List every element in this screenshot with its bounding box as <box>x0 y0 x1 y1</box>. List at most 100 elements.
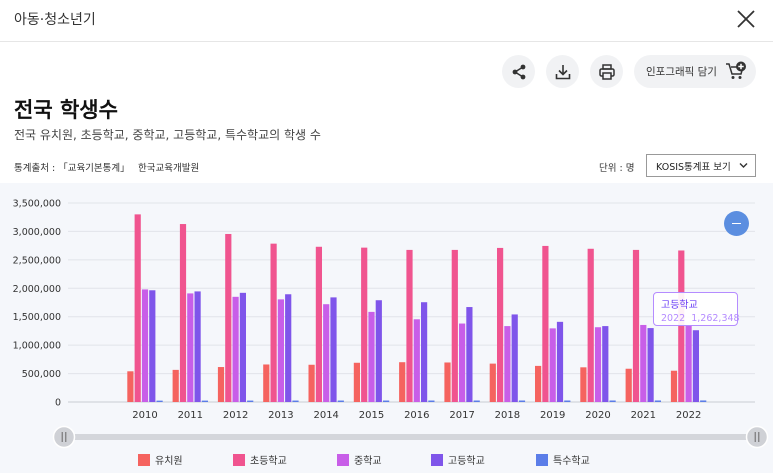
bar-중학교-2010 <box>141 289 149 402</box>
share-button[interactable] <box>502 55 535 88</box>
bar-초등학교-2020 <box>587 248 594 402</box>
bar-고등학교-2018 <box>511 314 518 402</box>
x-tick-label: 2010 <box>132 410 157 421</box>
x-tick-label: 2012 <box>223 410 248 421</box>
page-subtitle: 전국 유치원, 초등학교, 중학교, 고등학교, 특수학교의 학생 수 <box>14 128 321 142</box>
tooltip-value: 1,262,348 <box>691 313 740 324</box>
legend-label: 중학교 <box>354 456 382 467</box>
bar-유치원-2012 <box>217 367 225 402</box>
bar-중학교-2014 <box>323 304 330 402</box>
legend-label: 특수학교 <box>553 456 590 467</box>
zoom-out-button[interactable] <box>724 211 749 236</box>
bar-유치원-2018 <box>489 363 496 402</box>
bar-chart: 3,500,000 3,000,000 2,500,000 2,000,000 1,50… <box>13 199 769 449</box>
bar-고등학교-2014 <box>330 297 337 402</box>
bar-중학교-2019 <box>549 328 556 402</box>
download-button[interactable] <box>546 55 579 88</box>
bar-중학교-2021 <box>640 324 647 402</box>
legend-item-특수학교[interactable]: 특수학교 <box>536 452 590 467</box>
bar-고등학교-2015 <box>375 300 382 402</box>
bar-특수학교-2018 <box>518 400 526 402</box>
bar-초등학교-2019 <box>542 245 549 402</box>
legend-item-유치원[interactable]: 유치원 <box>138 452 183 467</box>
x-tick-label: 2011 <box>178 410 203 421</box>
bar-중학교-2018 <box>504 326 511 402</box>
bar-유치원-2015 <box>353 362 360 402</box>
tooltip-row: 2022 1,262,348 <box>661 313 740 324</box>
legend-item-고등학교[interactable]: 고등학교 <box>431 452 485 467</box>
bar-특수학교-2021 <box>654 400 661 402</box>
chevron-down-icon <box>739 163 748 168</box>
bar-유치원-2011 <box>172 369 179 402</box>
chart-area: 3,500,000 3,000,000 2,500,000 2,000,000 1,50… <box>0 183 773 473</box>
source-label: 통계출처 : 「교육기본통계」 <box>14 163 130 174</box>
bar-특수학교-2014 <box>337 400 344 402</box>
bar-중학교-2013 <box>277 299 284 402</box>
x-tick-label: 2020 <box>585 410 610 421</box>
x-tick-label: 2018 <box>495 410 520 421</box>
bar-특수학교-2011 <box>201 400 208 402</box>
bar-중학교-2020 <box>594 327 602 402</box>
x-tick-label: 2019 <box>540 410 565 421</box>
bar-중학교-2015 <box>368 311 375 402</box>
print-icon <box>598 63 615 80</box>
x-tick-label: 2022 <box>676 410 701 421</box>
section-title: 아동·청소년기 <box>14 12 96 28</box>
minus-icon <box>732 222 741 225</box>
bar-초등학교-2017 <box>451 249 458 402</box>
bar-고등학교-2011 <box>194 291 201 402</box>
y-tick-label: 3,000,000 <box>13 227 61 238</box>
bar-고등학교-2012 <box>239 292 246 402</box>
close-button[interactable] <box>735 8 757 30</box>
kosis-table-select[interactable]: KOSIS통계표 보기 <box>646 154 756 177</box>
page-title: 전국 학생수 <box>14 98 118 122</box>
legend-item-중학교[interactable]: 중학교 <box>337 452 382 467</box>
y-tick-label: 0 <box>55 398 61 409</box>
top-bar: 아동·청소년기 <box>0 0 773 42</box>
bar-특수학교-2015 <box>383 400 390 402</box>
infographic-add-button[interactable]: 인포그래픽 담기 <box>634 55 756 88</box>
x-tick-label: 2017 <box>449 410 474 421</box>
bar-유치원-2020 <box>580 367 587 402</box>
tooltip-series: 고등학교 <box>661 300 698 311</box>
legend-swatch <box>138 453 150 466</box>
y-tick-label: 2,000,000 <box>13 284 61 295</box>
legend-swatch <box>431 453 443 466</box>
cart-add-icon <box>726 61 746 79</box>
kosis-select-label: KOSIS통계표 보기 <box>656 161 731 173</box>
y-tick-label: 3,500,000 <box>13 199 61 210</box>
bar-중학교-2017 <box>459 323 466 402</box>
close-icon <box>737 10 755 28</box>
bar-유치원-2014 <box>308 364 315 402</box>
bar-초등학교-2018 <box>497 247 504 402</box>
legend-swatch <box>536 453 548 466</box>
print-button[interactable] <box>590 55 623 88</box>
y-tick-label: 500,000 <box>22 369 61 380</box>
bar-특수학교-2019 <box>564 400 571 402</box>
x-tick-label: 2016 <box>404 410 429 421</box>
bar-초등학교-2012 <box>225 233 232 402</box>
bar-고등학교-2017 <box>466 307 473 402</box>
unit-label: 단위 : 명 <box>599 163 635 174</box>
bar-유치원-2010 <box>127 371 134 402</box>
bar-유치원-2017 <box>444 362 451 402</box>
legend-item-초등학교[interactable]: 초등학교 <box>233 452 287 467</box>
bar-초등학교-2011 <box>179 224 187 402</box>
bar-특수학교-2013 <box>292 400 299 402</box>
share-icon <box>512 64 525 79</box>
bar-고등학교-2022 <box>692 330 699 402</box>
legend-swatch <box>233 453 245 466</box>
bar-초등학교-2016 <box>406 249 413 402</box>
bar-중학교-2011 <box>187 293 194 402</box>
legend-swatch <box>337 453 349 466</box>
bar-특수학교-2012 <box>247 400 254 402</box>
bar-고등학교-2016 <box>421 302 428 402</box>
chart-legend: 유치원 초등학교 중학교 고등학교 특수학교 <box>0 452 773 468</box>
bar-특수학교-2017 <box>473 400 480 402</box>
bar-고등학교-2020 <box>602 326 609 402</box>
bar-중학교-2022 <box>685 325 692 402</box>
x-tick-label: 2014 <box>313 410 338 421</box>
bar-초등학교-2014 <box>315 246 322 402</box>
bar-고등학교-2019 <box>556 321 564 402</box>
x-tick-label: 2021 <box>631 410 656 421</box>
